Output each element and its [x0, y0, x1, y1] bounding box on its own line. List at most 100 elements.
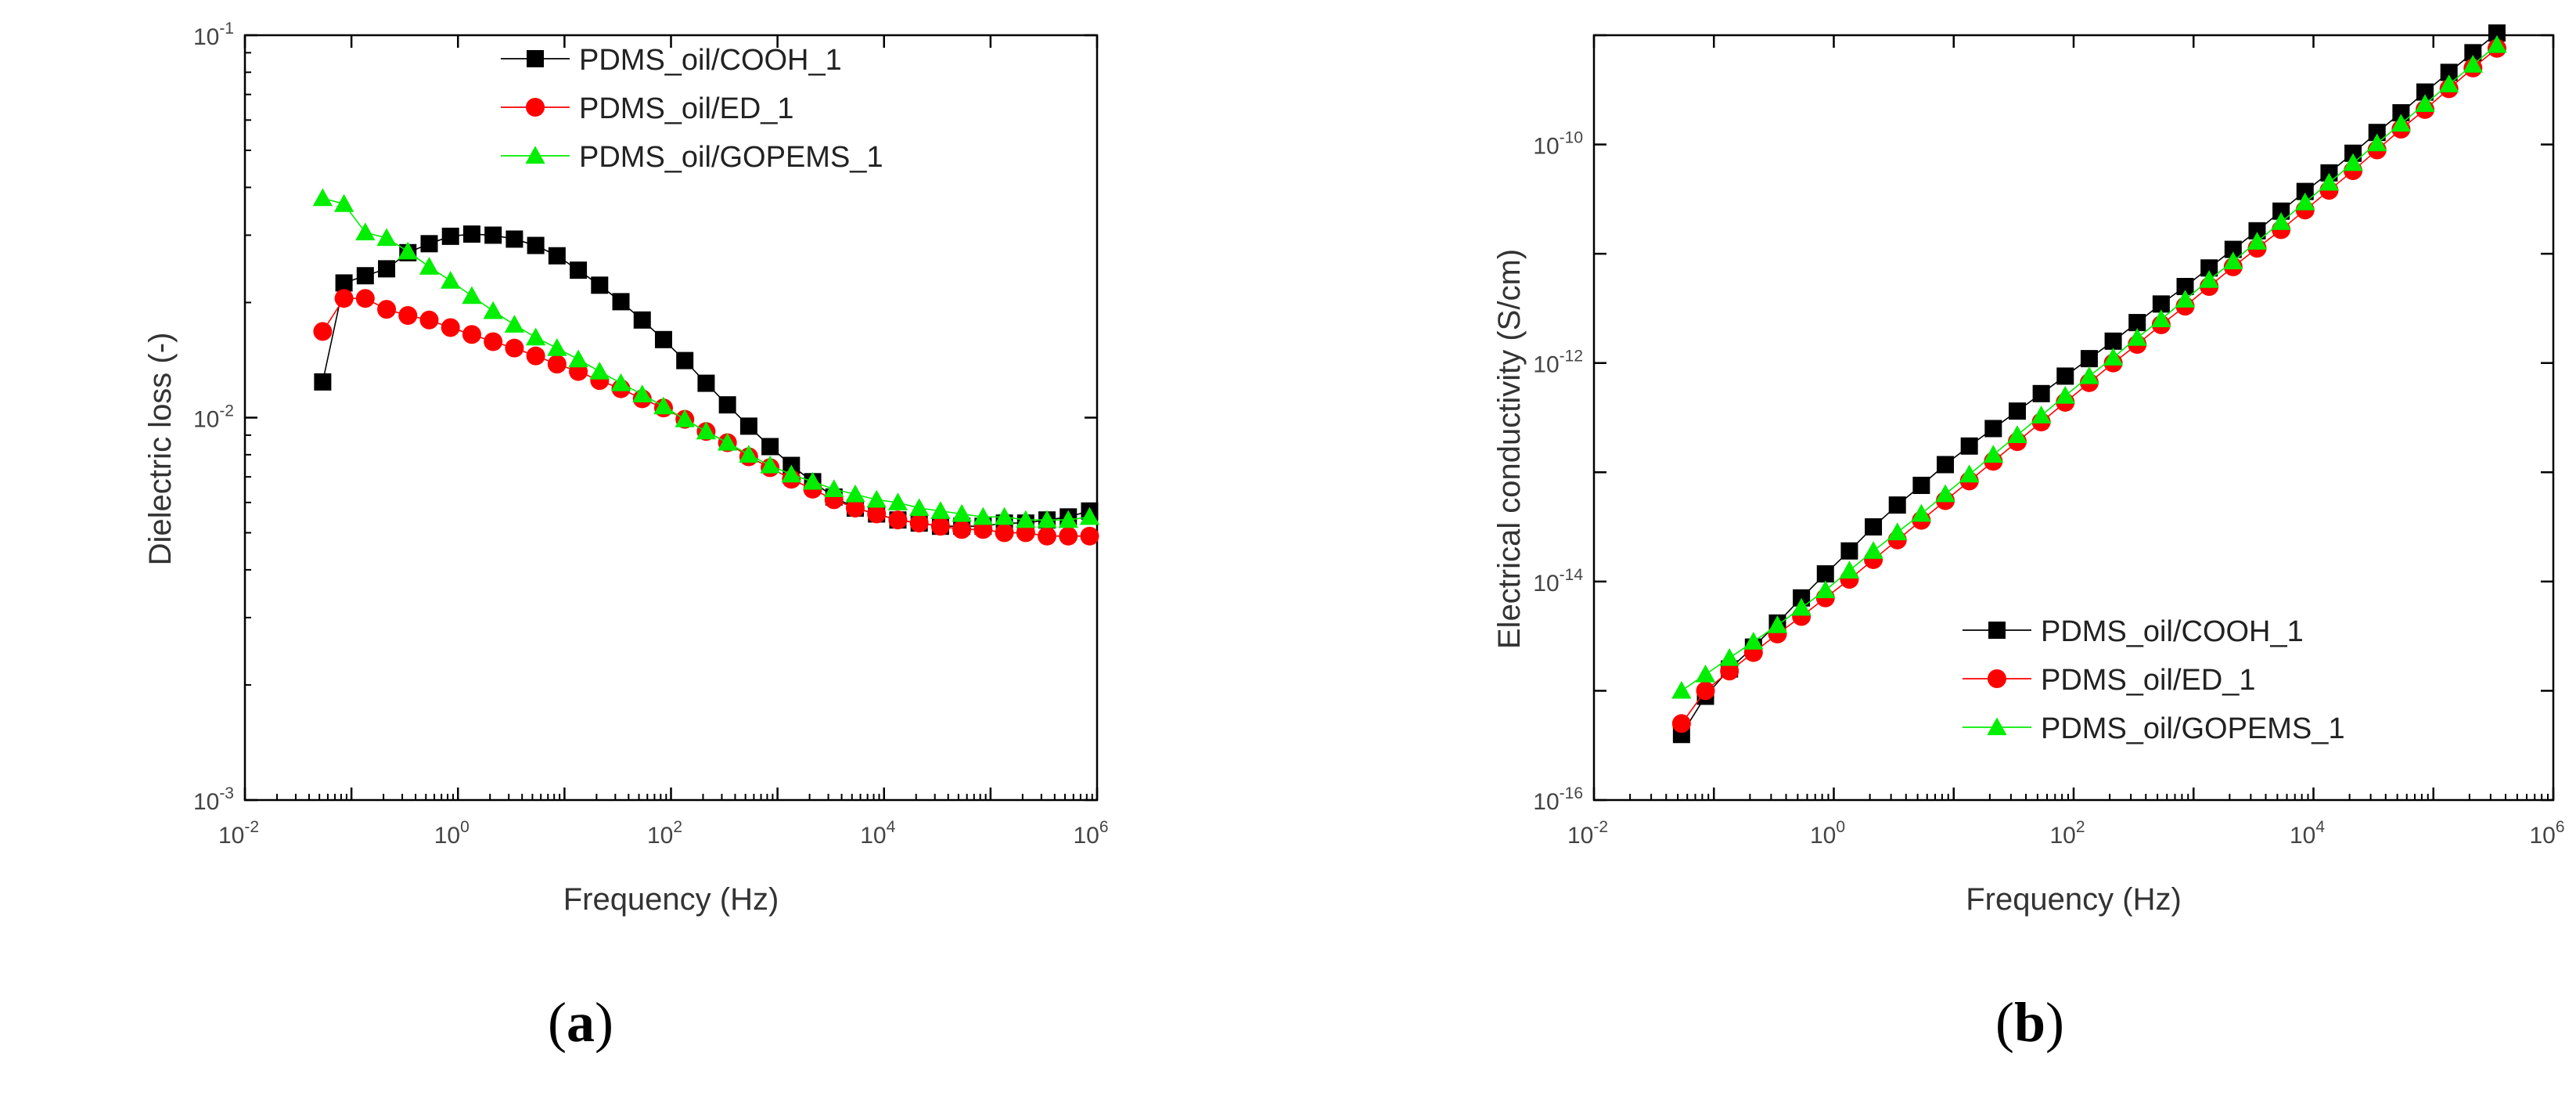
- panel-b-y-tick-label: 10-16: [1533, 784, 1583, 815]
- panel-b-data-point: [1695, 664, 1716, 683]
- panel-a-data-point: [420, 235, 438, 253]
- panel-a-data-point: [1059, 526, 1078, 546]
- panel-a-data-point: [313, 322, 333, 341]
- panel-b-data-point: [2127, 327, 2147, 346]
- panel-a-data-point: [697, 374, 715, 392]
- panel-b-data-point: [2032, 384, 2050, 402]
- panel-a-data-point: [909, 498, 930, 517]
- panel-a-x-tick-base: 10: [434, 823, 460, 849]
- panel-b-data-point: [2439, 74, 2459, 92]
- panel-a-data-point: [312, 188, 333, 207]
- panel-a-data-point: [483, 301, 503, 319]
- panel-a-y-tick-exp: -2: [219, 402, 234, 420]
- panel-a-data-point: [462, 325, 481, 344]
- panel-b-data-point: [2487, 34, 2507, 53]
- panel-a-data-point: [441, 270, 461, 289]
- panel-b-x-tick-base: 10: [2529, 823, 2555, 849]
- panel-a-data-point: [376, 228, 397, 247]
- caption-b-close: ): [2045, 991, 2065, 1054]
- panel-b-data-point: [1888, 496, 1906, 514]
- panel-b-data-point: [2367, 133, 2387, 152]
- panel-a-legend-label: PDMS_oil/COOH_1: [579, 44, 842, 77]
- panel-a-data-point: [333, 193, 354, 212]
- panel-a-legend-marker: [525, 146, 545, 164]
- panel-b-data-point: [2296, 182, 2314, 200]
- panel-b-x-tick-label: 10-2: [1567, 818, 1608, 849]
- panel-b-data-point: [1791, 597, 1811, 616]
- panel-a-data-point: [633, 311, 651, 329]
- panel-a-x-tick-exp: 6: [1099, 818, 1109, 836]
- panel-b-data-point: [1865, 518, 1883, 536]
- panel-a-data-point: [867, 504, 887, 524]
- panel-b-data-point: [1743, 631, 1764, 650]
- panel-b-data-point: [1839, 561, 1860, 579]
- panel-a-data-point: [398, 305, 418, 325]
- panel-b-data-point: [1671, 680, 1692, 699]
- panel-b-x-tick-exp: -2: [1593, 818, 1608, 836]
- panel-a-data-point: [653, 396, 674, 415]
- panel-b-data-point: [1887, 522, 1908, 541]
- panel-a-data-point: [334, 289, 354, 308]
- panel-b-data-point: [1720, 661, 1740, 681]
- panel-b-x-tick-exp: 2: [2076, 818, 2085, 836]
- panel-b-data-point: [1960, 437, 1978, 455]
- panel-a-x-tick-base: 10: [860, 823, 886, 849]
- panel-b-data-point: [2080, 350, 2098, 368]
- panel-b-y-tick-exp: -14: [1560, 566, 1584, 584]
- panel-b-data-point: [1840, 542, 1858, 560]
- panel-b-x-tick-label: 104: [2290, 818, 2325, 849]
- caption-a-open: (: [548, 991, 567, 1054]
- panel-b-x-tick-base: 10: [2049, 823, 2075, 849]
- panel-b-legend: PDMS_oil/COOH_1 PDMS_oil/ED_1 PDMS_oil/GOP…: [1963, 615, 2345, 745]
- panel-b-y-axis-label: Electrical conductivity (S/cm): [1492, 249, 1527, 649]
- panel-a-data-point: [419, 310, 439, 330]
- panel-a-data-point: [355, 222, 376, 241]
- panel-a-data-point: [802, 471, 823, 490]
- panel-b-y-tick-base: 10: [1533, 134, 1559, 160]
- panel-b-data-point: [2440, 63, 2458, 81]
- panel-a-data-point: [462, 286, 482, 305]
- panel-a-data-point: [994, 506, 1015, 525]
- panel-a-data-point: [781, 464, 801, 483]
- panel-a-data-point: [355, 289, 375, 308]
- panel-b-legend-label: PDMS_oil/ED_1: [2041, 664, 2256, 697]
- panel-a-data-point: [1058, 510, 1078, 528]
- panel-a-data-point: [462, 225, 480, 243]
- panel-a-data-point: [591, 276, 609, 294]
- panel-a-data-point: [1037, 510, 1057, 528]
- panel-b-data-point: [2392, 104, 2410, 122]
- panel-a-legend-marker: [527, 50, 544, 67]
- panel-a-data-point: [930, 501, 951, 519]
- panel-b-x-axis-label: Frequency (Hz): [1966, 882, 2182, 917]
- panel-a-x-tick-label: 106: [1073, 818, 1108, 849]
- panel-a-data-point: [1016, 510, 1036, 528]
- panel-a-data-point: [547, 338, 567, 356]
- panel-b-y-tick-label: 10-12: [1533, 348, 1583, 378]
- panel-b-x-tick-exp: 4: [2315, 818, 2325, 836]
- panel-a-data-point: [441, 227, 459, 245]
- panel-b-data-point: [2079, 366, 2099, 384]
- panel-b-y-tick-base: 10: [1533, 571, 1559, 597]
- panel-a-x-tick-label: 104: [860, 818, 895, 849]
- panel-b-data-point: [2007, 425, 2027, 443]
- panel-a-data-point: [1038, 526, 1057, 546]
- panel-b-data-point: [2128, 314, 2146, 332]
- panel-b-data-point: [2031, 406, 2052, 424]
- panel-a-data-point: [909, 514, 929, 533]
- panel-a-data-point: [378, 260, 396, 278]
- panel-a-x-tick-exp: 4: [887, 818, 896, 836]
- panel-a-data-point: [419, 257, 440, 275]
- panel-a-x-tick-base: 10: [218, 823, 244, 849]
- panel-a-data-point: [888, 510, 908, 530]
- panel-b-data-point: [1935, 484, 1955, 503]
- caption-b: (b): [1995, 990, 2064, 1055]
- panel-b-data-point: [2343, 153, 2363, 171]
- panel-b-data-point: [2391, 114, 2412, 132]
- panel-b-x-tick-label: 106: [2529, 818, 2564, 849]
- panel-b-y-tick-exp: -12: [1560, 348, 1583, 366]
- panel-a-data-point: [505, 338, 524, 358]
- panel-b-data-point: [2319, 172, 2340, 191]
- panel-b-data-point: [1911, 503, 1932, 522]
- panel-a-data-point: [995, 523, 1014, 542]
- panel-a-data-point: [718, 396, 736, 414]
